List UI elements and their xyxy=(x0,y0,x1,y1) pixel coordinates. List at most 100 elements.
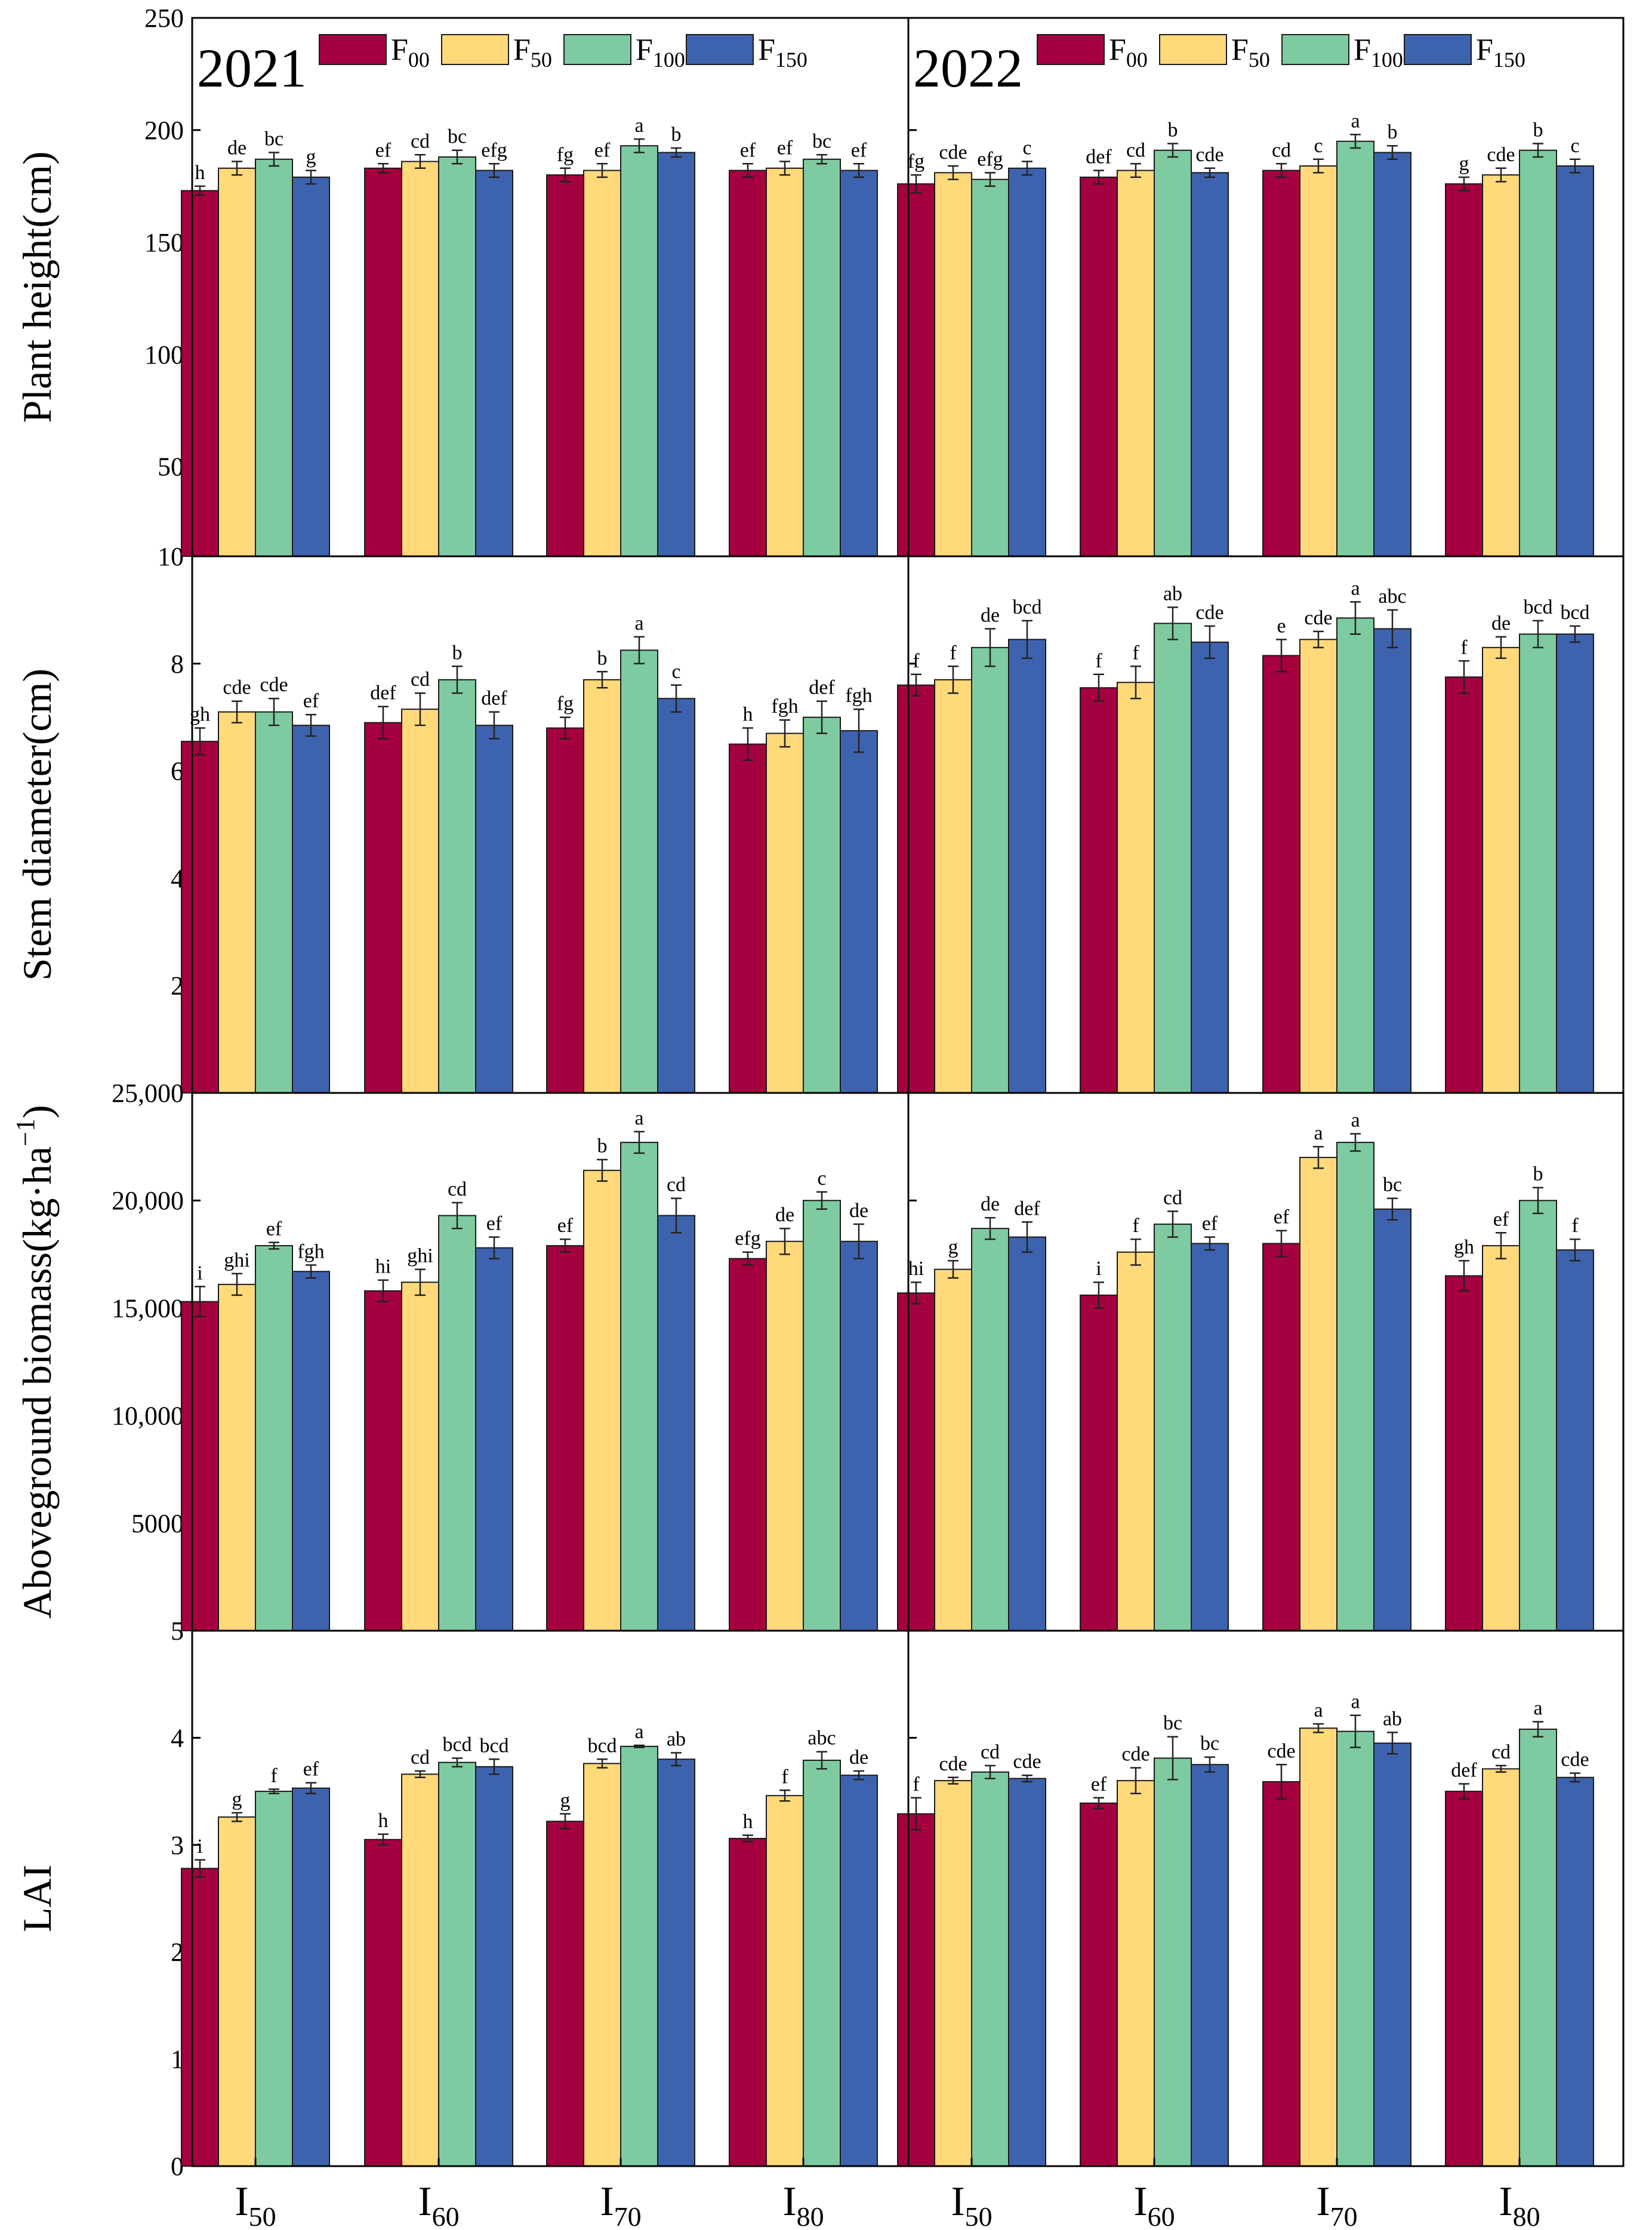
bar-lai-2021-I50-F150 xyxy=(292,1787,330,2167)
bar-plant-height-2022-I80-F00 xyxy=(1445,183,1483,558)
significance-letter-lai-2021-1-3: bcd xyxy=(479,1735,508,1757)
bar-plant-height-2021-I70-F00 xyxy=(546,174,584,558)
significance-letter-lai-2021-0-2: f xyxy=(270,1765,278,1787)
y-axis-label-lai: LAI xyxy=(14,1865,60,1932)
x-tick-label-base-1-3: I xyxy=(1499,2179,1512,2225)
significance-letter-lai-2021-3-0: h xyxy=(743,1811,753,1833)
bar-lai-2022-I80-F00 xyxy=(1445,1791,1483,2167)
significance-letter-aboveground-biomass-2022-2-2: a xyxy=(1351,1109,1360,1131)
x-tick-label-base-0-1: I xyxy=(418,2179,432,2225)
legend-swatch-0-F100 xyxy=(563,34,631,65)
bar-plant-height-2022-I50-F100 xyxy=(971,178,1009,558)
bar-stem-diameter-2022-I60-F100 xyxy=(1154,623,1192,1094)
significance-letter-aboveground-biomass-2022-1-0: i xyxy=(1096,1258,1101,1280)
significance-letter-aboveground-biomass-2021-0-1: ghi xyxy=(224,1249,249,1271)
legend-label-1-F00: F00 xyxy=(1109,33,1148,72)
significance-letter-plant-height-2022-1-2: b xyxy=(1168,119,1178,141)
y-tick-label-aboveground-biomass-2: 10,000 xyxy=(112,1402,184,1431)
significance-letter-lai-2021-2-0: g xyxy=(560,1789,571,1812)
bar-plant-height-2022-I70-F00 xyxy=(1262,170,1300,558)
bar-lai-2021-I60-F50 xyxy=(401,1773,439,2167)
x-tick-label-base-0-2: I xyxy=(600,2179,614,2225)
significance-letter-stem-diameter-2021-3-1: fgh xyxy=(771,695,798,717)
significance-letter-aboveground-biomass-2021-1-2: cd xyxy=(448,1178,467,1200)
significance-letter-stem-diameter-2022-2-0: e xyxy=(1277,615,1286,637)
significance-letter-aboveground-biomass-2022-0-2: de xyxy=(981,1193,1000,1215)
bar-plant-height-2021-I60-F100 xyxy=(438,156,476,557)
x-tick-label-2021-I80: I80 xyxy=(782,2179,824,2230)
significance-letter-plant-height-2021-1-0: ef xyxy=(375,139,392,161)
significance-letter-lai-2021-0-3: ef xyxy=(303,1758,319,1781)
legend-label-base-1-1: F xyxy=(1231,33,1249,67)
bar-lai-2022-I50-F100 xyxy=(971,1771,1009,2167)
bar-plant-height-2022-I70-F50 xyxy=(1299,165,1337,557)
legend-swatch-0-F00 xyxy=(319,34,387,65)
bar-lai-2021-I80-F150 xyxy=(840,1775,878,2167)
y-axis-label-sup-aboveground-biomass: −1 xyxy=(11,1119,40,1147)
significance-letter-plant-height-2022-1-3: cde xyxy=(1195,144,1223,166)
bar-aboveground-biomass-2021-I60-F50 xyxy=(401,1282,439,1631)
bar-lai-2022-I60-F150 xyxy=(1191,1764,1229,2167)
bar-stem-diameter-2022-I70-F150 xyxy=(1373,628,1411,1094)
y-tick-label-plant-height-4: 200 xyxy=(144,116,184,145)
bar-stem-diameter-2022-I60-F150 xyxy=(1191,641,1229,1094)
significance-letter-stem-diameter-2021-2-1: b xyxy=(597,647,608,669)
significance-letter-plant-height-2021-2-0: fg xyxy=(557,144,574,166)
legend-swatch-1-F00 xyxy=(1037,34,1105,65)
significance-letter-stem-diameter-2021-0-0: gh xyxy=(190,704,210,726)
bar-lai-2021-I80-F00 xyxy=(729,1838,767,2167)
bar-plant-height-2021-I60-F00 xyxy=(364,167,402,557)
bar-stem-diameter-2021-I70-F100 xyxy=(620,649,658,1094)
legend-label-base-1-2: F xyxy=(1354,33,1371,67)
significance-letter-plant-height-2021-2-1: ef xyxy=(594,139,611,161)
bar-aboveground-biomass-2021-I60-F00 xyxy=(364,1290,402,1631)
x-tick-label-base-1-0: I xyxy=(951,2179,964,2225)
legend-label-sub-1-3: 150 xyxy=(1493,48,1525,72)
y-tick-label-lai-2: 2 xyxy=(171,1938,184,1967)
bar-lai-2021-I60-F150 xyxy=(475,1766,513,2167)
y-tick-label-aboveground-biomass-0: 5 xyxy=(171,1616,184,1646)
bar-aboveground-biomass-2022-I70-F50 xyxy=(1299,1157,1337,1631)
significance-letter-lai-2022-0-1: cde xyxy=(939,1753,967,1775)
x-tick-label-base-0-3: I xyxy=(782,2179,796,2225)
bar-lai-2021-I70-F50 xyxy=(583,1763,621,2167)
legend-label-base-0-1: F xyxy=(513,33,531,67)
bar-stem-diameter-2021-I80-F50 xyxy=(766,732,804,1094)
significance-letter-lai-2022-1-0: ef xyxy=(1091,1773,1107,1795)
bar-stem-diameter-2022-I50-F100 xyxy=(971,646,1009,1094)
significance-letter-lai-2022-0-2: cd xyxy=(981,1741,1000,1763)
bar-lai-2021-I60-F100 xyxy=(438,1761,476,2167)
significance-letter-lai-2021-1-1: cd xyxy=(411,1747,430,1769)
x-tick-label-sub-0-0: 50 xyxy=(249,2201,276,2230)
legend-label-0-F150: F150 xyxy=(758,33,807,72)
bar-stem-diameter-2021-I60-F00 xyxy=(364,722,402,1094)
bar-lai-2021-I50-F00 xyxy=(181,1868,219,2167)
bar-stem-diameter-2022-I80-F50 xyxy=(1482,646,1520,1094)
bar-aboveground-biomass-2021-I70-F100 xyxy=(620,1141,658,1631)
x-tick-label-sub-1-0: 50 xyxy=(965,2201,993,2230)
significance-letter-plant-height-2021-2-2: a xyxy=(634,115,643,137)
bar-aboveground-biomass-2021-I50-F50 xyxy=(218,1283,256,1631)
x-tick-label-base-0-0: I xyxy=(235,2179,248,2225)
x-tick-label-base-1-2: I xyxy=(1316,2179,1330,2225)
x-tick-label-sub-0-3: 80 xyxy=(797,2201,824,2230)
bar-stem-diameter-2021-I70-F00 xyxy=(546,727,584,1094)
bar-lai-2022-I50-F50 xyxy=(934,1780,972,2167)
x-tick-label-2022-I50: I50 xyxy=(951,2179,992,2230)
bar-plant-height-2022-I50-F50 xyxy=(934,172,972,557)
significance-letter-stem-diameter-2021-3-0: h xyxy=(743,704,753,726)
y-axis-label-text-stem-diameter: Stem diameter(cm) xyxy=(14,669,60,981)
significance-letter-lai-2021-1-0: h xyxy=(378,1810,389,1832)
bar-stem-diameter-2022-I80-F100 xyxy=(1519,633,1557,1094)
significance-letter-stem-diameter-2022-3-2: bcd xyxy=(1523,596,1552,618)
significance-letter-stem-diameter-2022-3-0: f xyxy=(1460,636,1468,658)
y-axis-label-close-aboveground-biomass: ) xyxy=(14,1105,60,1119)
y-axis-label-text-aboveground-biomass: Aboveground biomass(kg·ha xyxy=(14,1147,60,1619)
bar-lai-2021-I50-F100 xyxy=(255,1791,293,2167)
bar-aboveground-biomass-2021-I50-F150 xyxy=(292,1271,330,1632)
bar-lai-2022-I70-F00 xyxy=(1262,1781,1300,2167)
bar-stem-diameter-2021-I50-F100 xyxy=(255,711,293,1094)
significance-letter-aboveground-biomass-2021-0-0: i xyxy=(197,1262,202,1284)
significance-letter-plant-height-2021-0-3: g xyxy=(306,146,316,168)
bar-plant-height-2021-I80-F50 xyxy=(766,167,804,557)
